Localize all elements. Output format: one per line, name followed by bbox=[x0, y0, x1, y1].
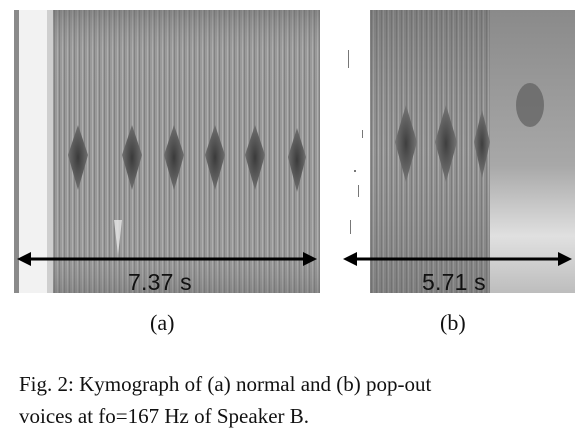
vocal-fold-cycles-b bbox=[395, 83, 544, 182]
figure-caption: Fig. 2: Kymograph of (a) normal and (b) … bbox=[19, 368, 579, 432]
vocal-fold-cycles-a bbox=[68, 125, 306, 192]
subfigure-label-b: (b) bbox=[440, 310, 466, 335]
subfigure-label-a: (a) bbox=[150, 310, 175, 335]
kymograph-panel-b: 5.71 s bbox=[340, 10, 575, 293]
duration-label-a: 7.37 s bbox=[128, 269, 192, 293]
caption-line-2: voices at fo=167 Hz of Speaker B. bbox=[19, 404, 310, 428]
kymograph-panel-a: 7.37 s bbox=[14, 10, 320, 293]
duration-arrow-b bbox=[343, 252, 572, 266]
kymograph-image-a bbox=[14, 10, 320, 293]
caption-line-1: Fig. 2: Kymograph of (a) normal and (b) … bbox=[19, 372, 432, 396]
duration-arrow-a bbox=[17, 252, 317, 266]
kymograph-image-b bbox=[340, 10, 575, 293]
duration-label-b: 5.71 s bbox=[422, 269, 486, 293]
